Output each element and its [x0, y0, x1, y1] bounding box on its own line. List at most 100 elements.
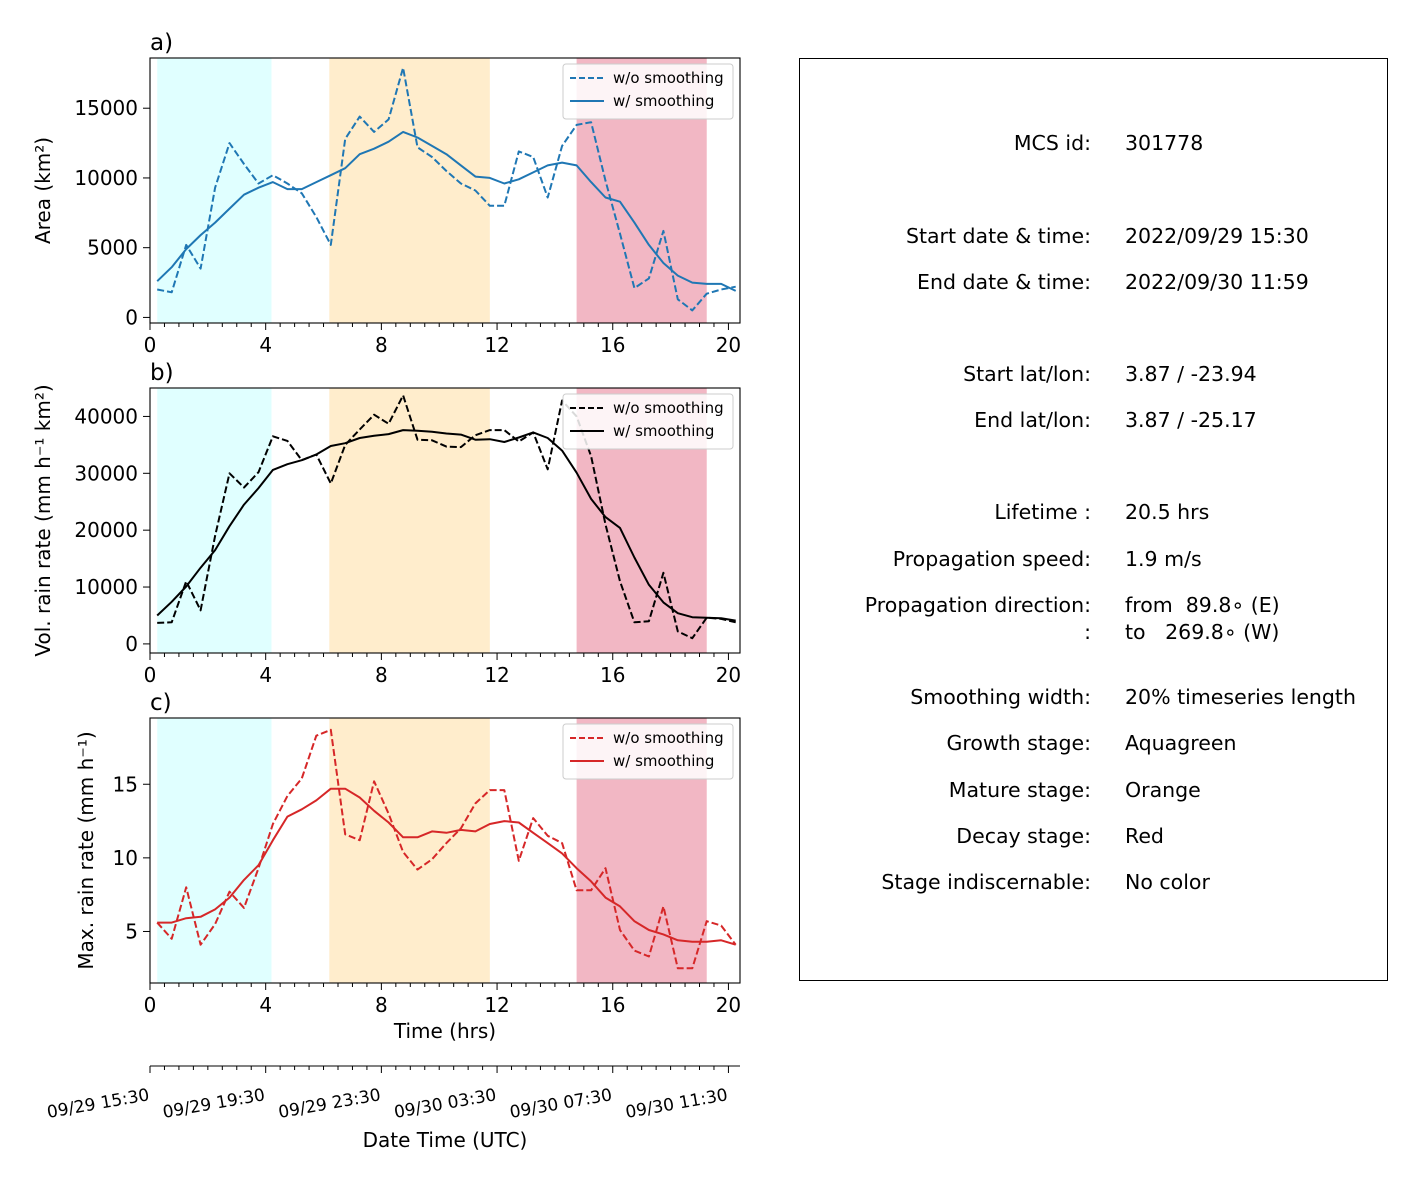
y-tick-label: 30000 [74, 461, 138, 485]
y-tick-label: 40000 [74, 404, 138, 428]
start-latlon-value: 3.87 / -23.94 [1125, 362, 1257, 386]
direction-from-value: from 89.8∘ (E) [1125, 593, 1280, 617]
x-tick-label: 20 [716, 333, 741, 357]
x-tick-label: 12 [484, 993, 509, 1017]
lifetime-key: Lifetime : [994, 500, 1091, 524]
x-tick-label: 4 [259, 663, 272, 687]
legend-entry: w/o smoothing [613, 399, 724, 417]
decay-stage-value: Red [1125, 824, 1164, 848]
mature-stage-value: Orange [1125, 778, 1201, 802]
plot-frame [149, 387, 741, 654]
smoothing-key: Smoothing width: [910, 685, 1091, 709]
datetime-tick-label: 09/29 23:30 [277, 1085, 382, 1123]
datetime-axis: 09/29 15:30 09/29 19:30 09/29 23:30 09/30 0… [46, 1065, 740, 1152]
panel-label: b) [150, 360, 174, 386]
start-latlon-key: Start lat/lon: [963, 362, 1091, 386]
start-time-value: 2022/09/29 15:30 [1125, 224, 1309, 248]
x-tick-label: 0 [144, 993, 157, 1017]
datetime-tick-label: 09/29 15:30 [46, 1085, 151, 1123]
legend-entry: w/ smoothing [613, 752, 714, 770]
series-line-smoothed [156, 429, 736, 622]
y-axis-label: Area (km²) [31, 137, 55, 244]
growth-stage-value: Aquagreen [1125, 731, 1237, 755]
y-tick-label: 20000 [74, 518, 138, 542]
start-time-key: Start date & time: [905, 224, 1091, 248]
stage-band-growth [157, 388, 272, 653]
x-tick-label: 8 [375, 333, 388, 357]
series-line-smoothed [156, 130, 737, 292]
x-tick-label: 4 [259, 993, 272, 1017]
stage-band-growth [157, 718, 272, 983]
x-tick-label: 16 [600, 993, 625, 1017]
speed-value: 1.9 m/s [1125, 547, 1202, 571]
legend-entry: w/ smoothing [613, 92, 714, 110]
x-tick-label: 16 [600, 333, 625, 357]
series-line-unsmoothed [157, 394, 736, 640]
legend: w/o smoothing w/ smoothing [562, 63, 734, 120]
x-tick-label: 4 [259, 333, 272, 357]
x-tick-label: 0 [144, 663, 157, 687]
plot-frame [149, 717, 741, 984]
direction-to-value: to 269.8∘ (W) [1125, 620, 1280, 644]
legend: w/o smoothing w/ smoothing [562, 393, 734, 450]
mcs-id-value: 301778 [1125, 131, 1204, 155]
growth-stage-key: Growth stage: [946, 731, 1091, 755]
datetime-tick-label: 09/30 11:30 [624, 1085, 729, 1123]
y-axis-label: Vol. rain rate (mm h⁻¹ km²) [31, 384, 55, 656]
smoothing-value: 20% timeseries length [1125, 685, 1356, 709]
y-tick-label: 10 [113, 846, 138, 870]
legend-box [562, 393, 734, 450]
legend-box [562, 63, 734, 120]
direction-key: Propagation direction: [864, 593, 1091, 617]
y-axis-label: Max. rain rate (mm h⁻¹) [74, 731, 98, 969]
mature-stage-key: Mature stage: [948, 778, 1091, 802]
x-tick-label: 8 [375, 993, 388, 1017]
y-tick-label: 0 [125, 632, 138, 656]
legend-entry: w/o smoothing [613, 69, 724, 87]
lifetime-value: 20.5 hrs [1125, 500, 1210, 524]
y-tick-label: 5 [125, 919, 138, 943]
x-tick-label: 8 [375, 663, 388, 687]
x-tick-label: 20 [716, 663, 741, 687]
panel-label: a) [150, 30, 173, 56]
end-time-key: End date & time: [917, 270, 1091, 294]
stage-band-mature [329, 388, 490, 653]
legend-box [562, 723, 734, 780]
x-tick-label: 16 [600, 663, 625, 687]
datetime-tick-label: 09/30 03:30 [393, 1085, 498, 1123]
y-tick-label: 15 [113, 772, 138, 796]
info-box: MCS id: 301778 Start date & time: 2022/0… [799, 58, 1388, 981]
y-tick-label: 0 [125, 305, 138, 329]
speed-key: Propagation speed: [892, 547, 1091, 571]
y-tick-label: 10000 [74, 575, 138, 599]
indiscernable-value: No color [1125, 870, 1210, 894]
panel-a: 0 4 8 12 16 20 0 5000 10000 15000 Area (km²) a) w/o … [31, 30, 741, 357]
direction-key-continued: : [1084, 620, 1091, 644]
plot-frame [149, 57, 741, 324]
x-tick-label: 0 [144, 333, 157, 357]
x-axis-label: Time (hrs) [393, 1019, 496, 1043]
indiscernable-key: Stage indiscernable: [881, 870, 1091, 894]
end-latlon-key: End lat/lon: [974, 408, 1091, 432]
decay-stage-key: Decay stage: [956, 824, 1091, 848]
series-line-unsmoothed [156, 728, 737, 970]
y-tick-label: 15000 [74, 96, 138, 120]
series-line-unsmoothed [157, 66, 736, 312]
datetime-tick-label: 09/29 19:30 [161, 1085, 266, 1123]
legend: w/o smoothing w/ smoothing [562, 723, 734, 780]
y-tick-label: 5000 [87, 236, 138, 260]
end-latlon-value: 3.87 / -25.17 [1125, 408, 1257, 432]
legend-entry: w/ smoothing [613, 422, 714, 440]
stage-band-mature [329, 718, 490, 983]
mcs-id-key: MCS id: [1013, 131, 1091, 155]
x-tick-label: 20 [716, 993, 741, 1017]
end-time-value: 2022/09/30 11:59 [1125, 270, 1309, 294]
series-line-smoothed [157, 787, 736, 946]
x-tick-label: 12 [484, 333, 509, 357]
stage-band-mature [329, 58, 490, 323]
panel-label: c) [150, 690, 172, 716]
y-tick-label: 10000 [74, 166, 138, 190]
legend-entry: w/o smoothing [613, 729, 724, 747]
datetime-axis-label: Date Time (UTC) [363, 1128, 528, 1152]
